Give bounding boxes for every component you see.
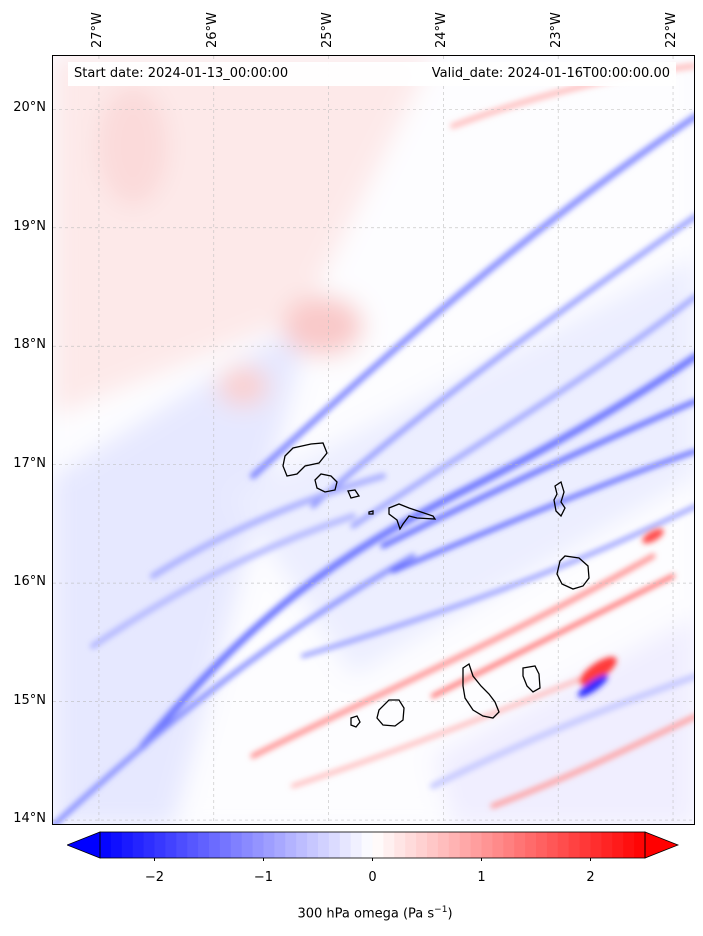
latitude-label: 19°N [13,218,46,234]
colorbar-cell [383,832,395,858]
longitude-label: 24°W [434,12,450,48]
colorbar-tick-label: −1 [253,870,274,885]
island-brava [350,715,361,728]
colorbar-cell [634,832,646,858]
colorbar-tick-label: 0 [368,870,377,885]
colorbar-cell [350,832,363,858]
colorbar-cell [405,832,417,858]
colorbar-tick-label: 2 [586,870,595,885]
positive-omega-bands [250,63,694,809]
colorbar-cell [590,832,602,858]
longitude-label: 26°W [204,12,220,48]
colorbar-cell [274,832,286,858]
colorbar-cell [448,832,461,858]
island-santiago [462,662,500,719]
colorbar-max-extend [644,831,679,859]
colorbar-cell [121,832,134,858]
cape-verde-islands [282,442,590,728]
colorbar-cell [372,832,384,858]
colorbar-cell [437,832,450,858]
colorbar-cell [100,832,112,858]
longitude-label: 23°W [549,12,565,48]
gridlines [53,56,694,824]
colorbar-label: 300 hPa omega (Pa s−1) [297,905,453,922]
colorbar-cell [514,832,526,858]
colorbar-cell [601,832,613,858]
valid-date-label: Valid_date: 2024-01-16T00:00:00.00 [431,66,670,81]
colorbar-cell [568,832,581,858]
colorbar-cell [154,832,166,858]
colorbar-cell [143,832,156,858]
colorbar-cell [198,832,210,858]
start-date-label: Start date: 2024-01-13_00:00:00 [74,66,289,81]
colorbar-cell [557,832,570,858]
island-sao-vicente [314,473,338,493]
map-plot-area [52,55,695,825]
colorbar-cell [525,832,537,858]
colorbar-cell [110,832,123,858]
colorbar-tick-label: 1 [477,870,486,885]
colorbar-cell [361,832,374,858]
colorbar-cell [307,832,319,858]
colorbar-cell [176,832,188,858]
colorbar-cell [470,832,483,858]
colorbar-cell [318,832,330,858]
colorbar-cell [187,832,199,858]
colorbar [67,831,679,861]
island-sal [553,480,566,518]
colorbar-tick-label: −2 [144,870,165,885]
colorbar-cell [230,832,243,858]
colorbar-cell [285,832,297,858]
colorbar-cell [612,832,624,858]
island-branco [368,510,374,515]
island-sao-nicolau [388,503,437,531]
colorbar-cell [623,832,635,858]
island-maio [522,665,541,693]
colorbar-min-extend [67,831,101,859]
colorbar-cell [209,832,221,858]
colorbar-cell [165,832,177,858]
title-bar: Start date: 2024-01-13_00:00:00 Valid_da… [68,62,676,86]
longitude-label: 27°W [89,12,105,48]
colorbar-cell [459,832,472,858]
colorbar-cell [492,832,504,858]
longitude-label: 25°W [319,12,335,48]
island-santa-luzia [347,489,361,499]
colorbar-cell [546,832,559,858]
colorbar-cell [241,832,254,858]
latitude-label: 20°N [13,100,46,116]
colorbar-cell [263,832,275,858]
colorbar-cell [394,832,406,858]
negative-omega-bands [53,113,694,824]
longitude-label: 22°W [664,12,680,48]
latitude-label: 14°N [13,811,46,827]
colorbar-cell [427,832,439,858]
colorbar-cell [219,832,232,858]
latitude-label: 17°N [13,455,46,471]
island-boa-vista [556,555,590,590]
colorbar-cell [416,832,428,858]
colorbar-cell [579,832,592,858]
omega-field-map [53,56,694,824]
colorbar-cell [252,832,265,858]
latitude-label: 16°N [13,574,46,590]
colorbar-cell [536,832,548,858]
island-santo-antao [282,442,328,477]
colorbar-cell [481,832,493,858]
island-fogo [376,699,405,727]
colorbar-cell [328,832,341,858]
colorbar-cell [296,832,308,858]
latitude-label: 15°N [13,692,46,708]
colorbar-cell [339,832,352,858]
colorbar-cell [132,832,145,858]
latitude-label: 18°N [13,337,46,353]
colorbar-cell [503,832,515,858]
